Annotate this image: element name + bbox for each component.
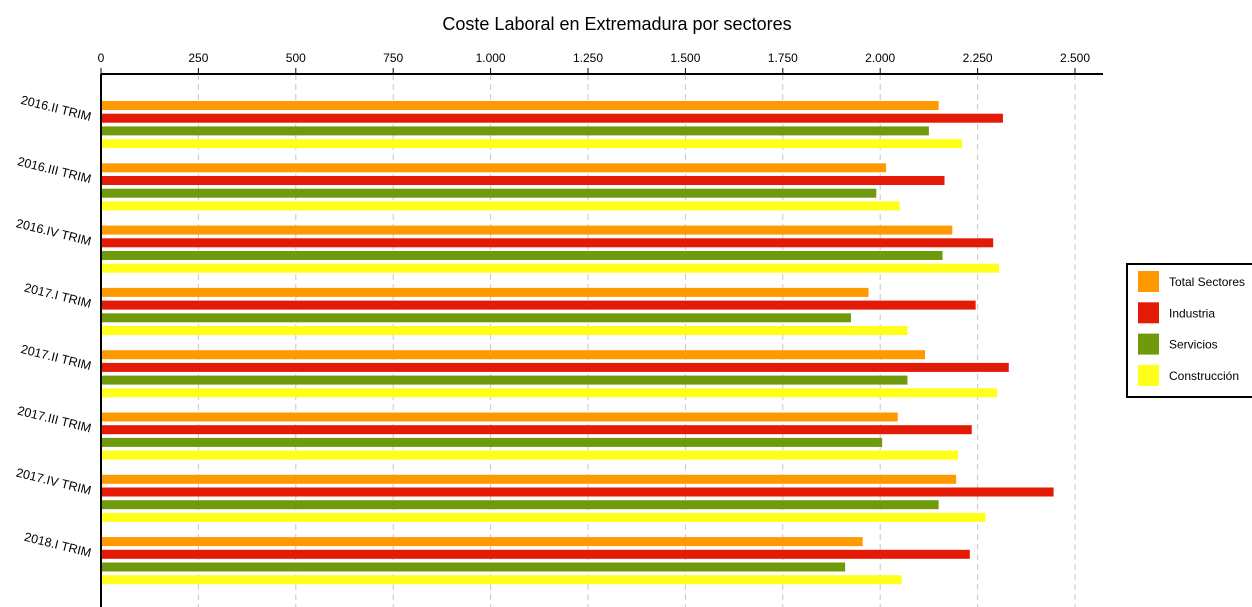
bar (101, 412, 898, 422)
x-tick-label: 2.500 (1060, 51, 1090, 65)
x-tick-label: 250 (188, 51, 208, 65)
bar (101, 101, 939, 110)
x-tick-label: 750 (383, 51, 403, 65)
bar (101, 238, 994, 248)
bar (101, 139, 963, 149)
bar (101, 487, 1054, 497)
bar (101, 126, 929, 136)
bar (101, 326, 908, 335)
legend-label: Servicios (1169, 338, 1218, 352)
bar (101, 425, 972, 435)
legend-swatch (1138, 271, 1159, 292)
bar (101, 350, 926, 360)
bar (101, 474, 957, 484)
bar (101, 512, 986, 522)
x-tick-label: 2.000 (865, 51, 895, 65)
x-tick-label: 1.750 (768, 51, 798, 65)
bar (101, 575, 902, 585)
legend-label: Industria (1169, 306, 1215, 320)
bar (101, 375, 908, 385)
bar (101, 188, 877, 198)
legend-swatch (1138, 333, 1159, 355)
legend-swatch (1138, 364, 1159, 386)
chart-title: Coste Laboral en Extremadura por sectore… (442, 14, 791, 34)
category-label: 2016.III TRIM (16, 154, 93, 186)
legend-swatch (1138, 302, 1159, 324)
category-label: 2016.II TRIM (19, 93, 92, 124)
x-tick-label: 2.250 (963, 51, 993, 65)
bar (101, 263, 1000, 273)
x-tick-label: 1.000 (476, 51, 506, 65)
bar (101, 437, 883, 447)
category-label: 2018.I TRIM (23, 530, 93, 560)
bar (101, 287, 869, 297)
bar (101, 113, 1003, 123)
bar (101, 537, 863, 547)
x-tick-label: 500 (286, 51, 306, 65)
category-label: 2017.I TRIM (23, 281, 93, 311)
bar (101, 362, 1009, 372)
bar (101, 562, 846, 572)
bar (101, 163, 887, 173)
x-tick-label: 1.500 (670, 51, 700, 65)
category-label: 2017.II TRIM (19, 342, 92, 373)
x-tick-label: 0 (98, 51, 105, 65)
bar (101, 225, 953, 235)
category-label: 2017.IV TRIM (15, 466, 93, 498)
grid-lines (197, 74, 1076, 607)
legend-label: Total Sectores (1169, 275, 1245, 289)
bar (101, 201, 900, 211)
bar (101, 500, 939, 510)
bar (101, 549, 970, 559)
bar (101, 388, 998, 398)
bar (101, 251, 943, 260)
legend-label: Construcción (1169, 369, 1239, 383)
bar (101, 300, 976, 310)
legend: Total Sectores Industria Servicios Construc… (1126, 263, 1252, 398)
bar (101, 176, 945, 185)
category-label: 2017.III TRIM (16, 404, 93, 436)
bar (101, 450, 959, 460)
x-tick-label: 1.250 (573, 51, 603, 65)
category-label: 2016.IV TRIM (15, 216, 93, 248)
bar (101, 313, 851, 323)
bars (101, 101, 1054, 585)
